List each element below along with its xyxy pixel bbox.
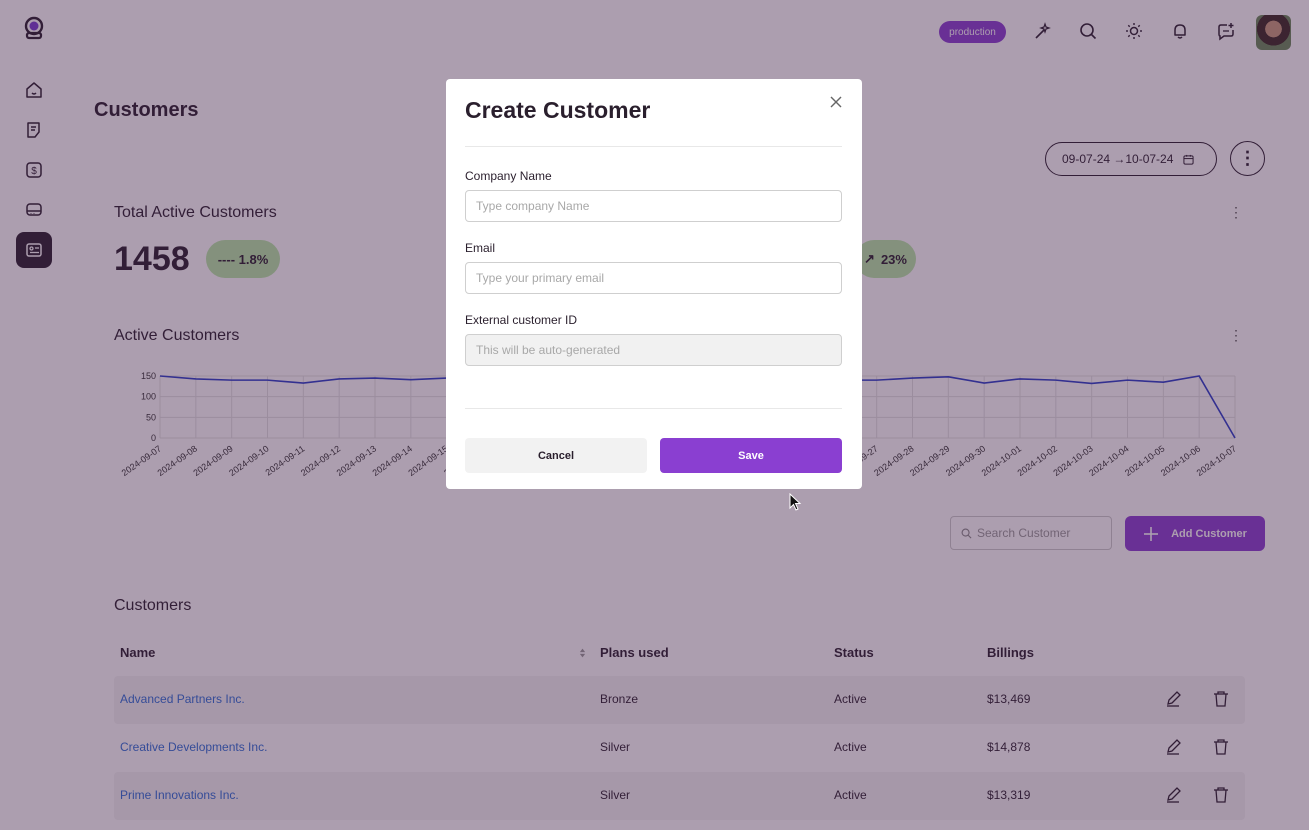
sort-icon[interactable]	[579, 646, 586, 664]
add-customer-button[interactable]: Add Customer	[1125, 516, 1265, 551]
sun-icon[interactable]	[1121, 18, 1147, 44]
company-name-placeholder: Type company Name	[476, 199, 590, 213]
table-row[interactable]: Advanced Partners Inc. Bronze Active $13…	[114, 676, 1245, 724]
mouse-cursor-icon	[789, 493, 802, 511]
dialog-title: Create Customer	[465, 97, 651, 123]
stats-title: Total Active Customers	[114, 204, 277, 221]
external-id-placeholder: This will be auto-generated	[476, 343, 621, 357]
billing-cell: $13,469	[987, 692, 1031, 706]
dollar-icon: $	[26, 162, 42, 178]
status-cell: Active	[834, 788, 867, 802]
company-name-input[interactable]: Type company Name	[465, 190, 842, 222]
sidebar-item-home[interactable]	[16, 72, 52, 108]
email-placeholder: Type your primary email	[476, 271, 605, 285]
id-card-icon	[26, 243, 42, 257]
search-customer-input[interactable]: Search Customer	[950, 516, 1112, 550]
table-row[interactable]: Prime Innovations Inc. Silver Active $13…	[114, 772, 1245, 820]
external-id-label: External customer ID	[465, 313, 578, 327]
sidebar-item-devices[interactable]	[16, 192, 52, 228]
chat-add-icon[interactable]	[1213, 18, 1239, 44]
search-icon	[961, 528, 972, 538]
chart-options-icon[interactable]: ⋮	[1229, 327, 1243, 343]
status-cell: Active	[834, 740, 867, 754]
divider	[465, 146, 842, 147]
sidebar-item-customers[interactable]	[16, 232, 52, 268]
sidebar-item-documents[interactable]	[16, 112, 52, 148]
date-range-label: 09-07-24 →10-07-24	[1062, 152, 1174, 166]
page-more-options-button[interactable]: ⋮	[1230, 141, 1265, 176]
edit-icon[interactable]	[1162, 784, 1184, 806]
search-icon[interactable]	[1075, 18, 1101, 44]
cancel-button[interactable]: Cancel	[465, 438, 647, 473]
app-logo-icon[interactable]	[21, 15, 47, 41]
chart-title: Active Customers	[114, 327, 240, 344]
page-title: Customers	[94, 99, 199, 121]
customers-table-card: Customers Name Plans used Status Billing…	[95, 565, 1265, 830]
environment-badge[interactable]: production	[939, 21, 1006, 43]
email-field[interactable]: Type your primary email	[465, 262, 842, 294]
sidebar-item-billing[interactable]: $	[16, 152, 52, 188]
growth-value: 23%	[880, 251, 907, 267]
customer-name-link[interactable]: Advanced Partners Inc.	[120, 692, 245, 706]
table-title: Customers	[114, 597, 192, 614]
trash-icon[interactable]	[1210, 784, 1232, 806]
svg-text:$: $	[31, 166, 37, 177]
plan-cell: Silver	[600, 788, 631, 802]
edit-icon[interactable]	[1162, 688, 1184, 710]
column-header-name[interactable]: Name	[120, 645, 156, 660]
plan-cell: Silver	[600, 740, 631, 754]
edit-icon[interactable]	[1162, 736, 1184, 758]
y-tick-label: 100	[141, 392, 156, 402]
external-id-field: This will be auto-generated	[465, 334, 842, 366]
change-badge: ---- 1.8%	[206, 240, 280, 278]
kebab-icon: ⋮	[1238, 148, 1257, 168]
plus-icon	[1144, 526, 1159, 541]
magic-wand-icon[interactable]	[1029, 18, 1055, 44]
save-button[interactable]: Save	[660, 438, 842, 473]
calendar-icon	[1183, 154, 1194, 165]
customer-name-link[interactable]: Prime Innovations Inc.	[120, 788, 239, 802]
card-options-icon[interactable]: ⋮	[1229, 204, 1243, 220]
email-label: Email	[465, 241, 496, 255]
growth-badge: ↗ 23%	[855, 240, 916, 278]
document-icon	[27, 122, 40, 138]
home-icon	[26, 82, 42, 98]
close-icon[interactable]	[829, 95, 843, 109]
add-customer-label: Add Customer	[1171, 527, 1247, 540]
billing-cell: $14,878	[987, 740, 1031, 754]
stats-value: 1458	[114, 240, 190, 278]
trash-icon[interactable]	[1210, 736, 1232, 758]
arrow-up-right-icon: ↗	[864, 251, 875, 266]
avatar[interactable]	[1256, 15, 1291, 50]
column-header-status: Status	[834, 645, 874, 660]
monitor-icon	[26, 203, 42, 216]
column-header-plans: Plans used	[600, 645, 669, 660]
create-customer-dialog: Create Customer Company Name Type compan…	[446, 79, 862, 489]
y-tick-label: 0	[151, 433, 156, 443]
column-header-billings: Billings	[987, 645, 1034, 660]
sidebar: $	[0, 0, 68, 830]
table-row[interactable]: Creative Developments Inc. Silver Active…	[114, 724, 1245, 772]
divider	[465, 408, 842, 409]
customer-name-link[interactable]: Creative Developments Inc.	[120, 740, 268, 754]
company-name-label: Company Name	[465, 169, 552, 183]
bell-icon[interactable]	[1167, 18, 1193, 44]
plan-cell: Bronze	[600, 692, 639, 706]
y-tick-label: 150	[141, 371, 156, 381]
status-cell: Active	[834, 692, 867, 706]
search-placeholder: Search Customer	[977, 526, 1071, 540]
billing-cell: $13,319	[987, 788, 1031, 802]
trash-icon[interactable]	[1210, 688, 1232, 710]
y-tick-label: 50	[146, 412, 156, 422]
date-range-picker[interactable]: 09-07-24 →10-07-24	[1045, 142, 1217, 176]
